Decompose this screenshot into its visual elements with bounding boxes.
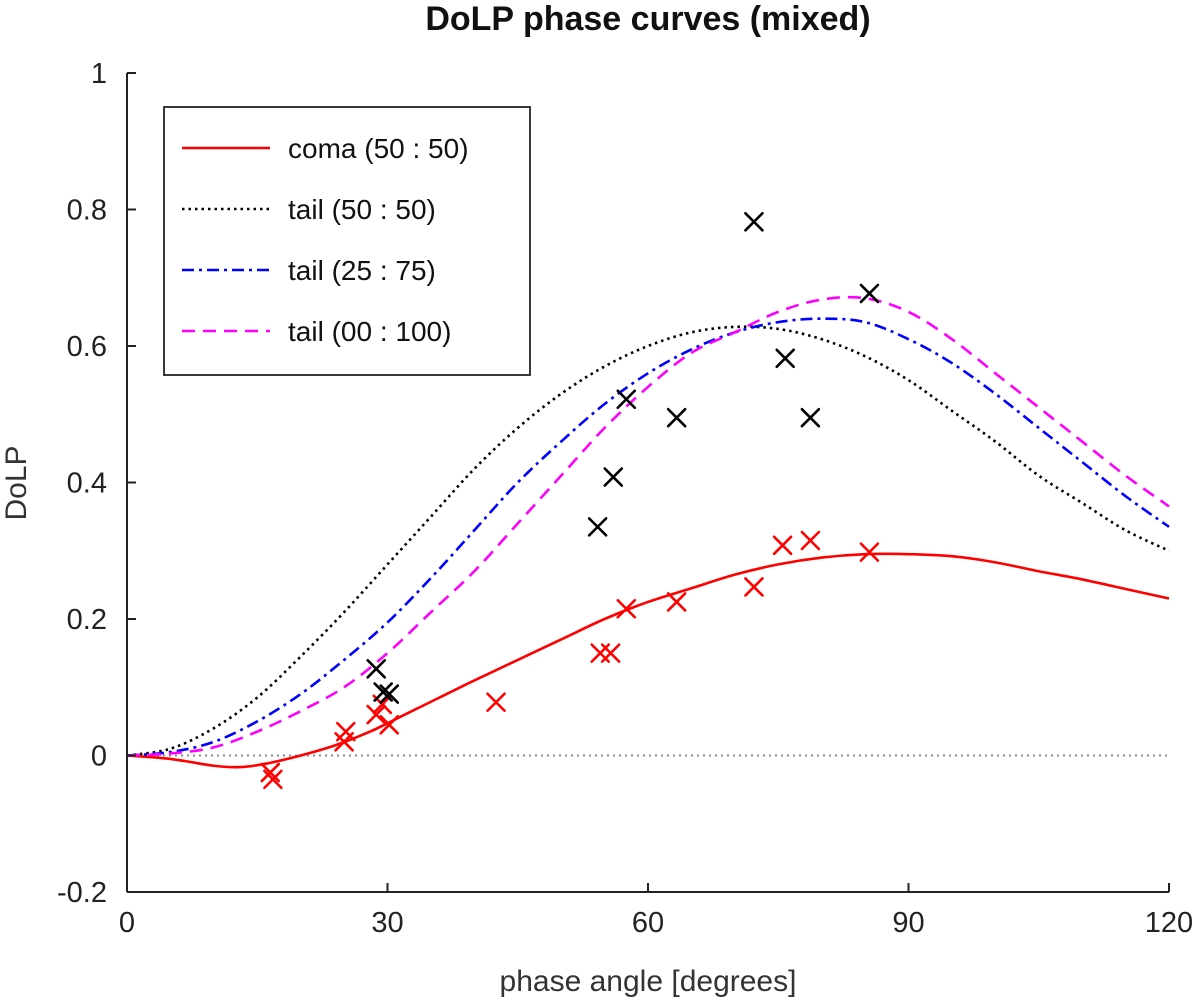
x-tick-label: 90 [892, 907, 924, 939]
legend-label-2: tail (25 : 75) [288, 255, 436, 286]
data-point-0-7 [486, 692, 506, 713]
data-point-0-6 [379, 714, 400, 735]
data-point-1-7 [744, 211, 764, 232]
legend-label-3: tail (00 : 100) [288, 316, 451, 347]
data-point-1-1 [373, 682, 393, 702]
data-point-1-8 [775, 348, 795, 369]
y-tick-label: 0 [91, 741, 107, 773]
data-point-1-10 [859, 283, 880, 304]
data-point-1-3 [587, 517, 608, 537]
y-tick-label: 1 [91, 58, 107, 90]
data-point-0-4 [366, 704, 387, 725]
data-point-1-9 [800, 407, 821, 428]
y-axis-label: DoLP [0, 445, 33, 520]
series-lines [126, 295, 1170, 769]
data-point-0-11 [666, 592, 687, 612]
data-point-0-1 [263, 769, 283, 790]
x-tick-label: 60 [632, 907, 664, 939]
data-point-0-12 [744, 577, 764, 597]
data-point-1-0 [366, 659, 387, 679]
y-tick-label: 0.2 [67, 604, 107, 636]
x-tick-label: 30 [371, 907, 403, 939]
tick-labels: 0 30 60 90 120 -0.2 0 0.2 0.4 0.6 0.8 1 [57, 58, 1193, 939]
series-line-1 [126, 325, 1170, 757]
data-point-0-10 [616, 598, 637, 619]
data-point-0-13 [772, 535, 793, 556]
x-tick-label: 0 [119, 907, 135, 939]
data-point-1-6 [666, 407, 687, 428]
series-line-3 [126, 295, 1170, 757]
chart-title: DoLP phase curves (mixed) [425, 0, 870, 38]
data-point-0-15 [859, 542, 880, 562]
y-tick-label: -0.2 [57, 877, 107, 909]
data-point-0-0 [260, 762, 281, 783]
x-tick-label: 120 [1145, 907, 1193, 939]
data-point-0-9 [600, 643, 621, 663]
series-line-2 [126, 317, 1170, 757]
y-tick-label: 0.4 [67, 468, 107, 500]
legend: coma (50 : 50) tail (50 : 50) tail (25 : 7… [163, 106, 531, 376]
scatter-markers [260, 211, 880, 790]
data-point-0-14 [800, 530, 821, 551]
legend-label-1: tail (50 : 50) [288, 194, 436, 225]
series-line-0 [126, 552, 1170, 769]
x-axis-label: phase angle [degrees] [500, 965, 797, 998]
y-tick-label: 0.8 [67, 195, 107, 227]
data-point-1-2 [379, 684, 400, 704]
data-point-1-4 [603, 467, 624, 487]
legend-label-0: coma (50 : 50) [288, 133, 469, 164]
y-tick-label: 0.6 [67, 331, 107, 363]
data-point-1-5 [616, 389, 637, 410]
data-point-0-3 [336, 721, 356, 742]
